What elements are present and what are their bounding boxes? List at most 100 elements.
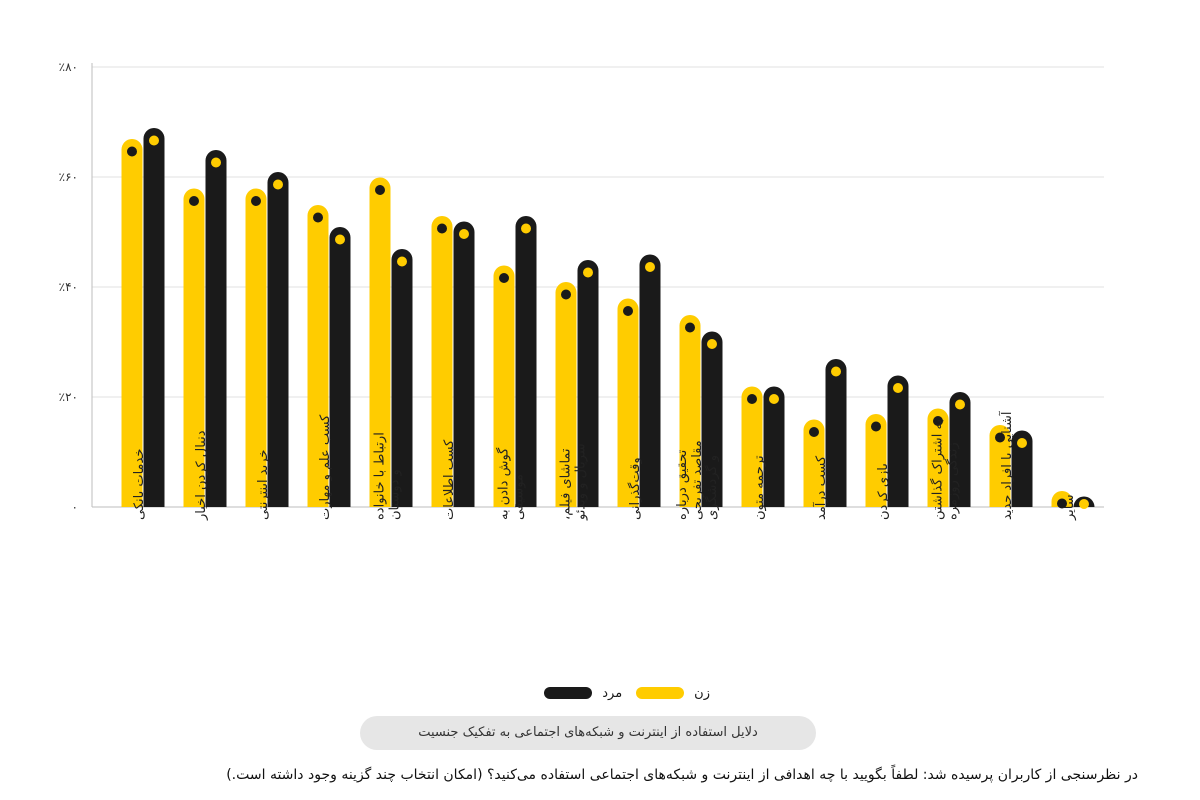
- bar-marker-men: [521, 223, 531, 234]
- y-tick-label: ٪۴۰: [59, 280, 78, 294]
- category-label: خرید اینترنتی: [256, 450, 271, 520]
- bar-marker-men: [273, 179, 283, 190]
- bar-marker-women: [623, 306, 633, 316]
- bar-marker-men: [1017, 438, 1027, 448]
- category-label: خدمات بانکی: [132, 449, 147, 520]
- category-label-line: وقت‌گذرانی: [627, 457, 643, 520]
- category-label-line: به اشتراک گذاشتن: [930, 419, 946, 520]
- grouped-bar-chart: ۰ ٪۲۰ ٪۴۰ ٪۶۰ ٪۸۰ خدمات بانکی دنبال کردن اخبا…: [59, 60, 1104, 521]
- category-label-line: تحقیق درباره: [675, 449, 690, 520]
- bar-marker-women: [933, 416, 943, 426]
- category-label-line: موسیقی: [512, 474, 527, 520]
- y-tick-label: ۰: [72, 500, 78, 514]
- bar-marker-men: [1079, 499, 1089, 509]
- category-label-line: و گردشگری: [704, 455, 720, 520]
- bar-women: [493, 265, 515, 507]
- bar-marker-women: [809, 427, 819, 437]
- bar-women: [245, 188, 267, 507]
- category-label: کسب اطلاعات: [442, 439, 457, 520]
- bar-women: [865, 414, 887, 507]
- bar-marker-men: [955, 399, 965, 410]
- bar-marker-men: [149, 135, 159, 146]
- bar-marker-men: [211, 157, 221, 168]
- bar-marker-men: [459, 229, 469, 239]
- category-label: تحقیق درباره مقاصد تفریحی و گردشگری: [675, 440, 720, 520]
- y-tick-label: ٪۸۰: [59, 60, 78, 74]
- bar-marker-women: [871, 421, 881, 432]
- category-label: به اشتراک گذاشتن زندگی روزمره: [930, 419, 961, 520]
- category-label: سایر: [1062, 494, 1077, 521]
- category-label-line: سریال و ویدئو: [574, 443, 589, 521]
- category-label: گوش دادن به موسیقی: [496, 447, 527, 520]
- bar-men: [949, 392, 971, 507]
- legend-label-women: زن: [694, 685, 710, 701]
- bars: [121, 128, 1095, 509]
- bar-men: [143, 128, 165, 507]
- bar-men: [763, 386, 785, 507]
- bar-men: [825, 359, 847, 507]
- category-label-line: کسب درآمد: [812, 455, 829, 520]
- category-label-line: کسب علم و مهارت: [318, 414, 333, 520]
- bar-marker-men: [397, 256, 407, 267]
- bar-men: [391, 249, 413, 508]
- category-label-line: خرید اینترنتی: [256, 450, 271, 520]
- bar-marker-women: [561, 289, 571, 300]
- bar-men: [453, 221, 475, 507]
- bar-men: [1011, 430, 1033, 507]
- bar-women: [741, 386, 763, 507]
- category-label-line: آشنایی با افراد جدید: [998, 410, 1015, 520]
- category-label-line: دنبال کردن اخبار: [194, 430, 209, 521]
- category-label: تماشای فیلم، سریال و ویدئو: [559, 443, 589, 521]
- category-label-line: مقاصد تفریحی: [690, 440, 705, 520]
- chart-caption: دلایل استفاده از اینترنت و شبکه‌های اجتم…: [360, 716, 816, 750]
- y-tick-label: ٪۲۰: [59, 390, 78, 404]
- bar-marker-women: [375, 185, 385, 195]
- bar-marker-men: [645, 262, 655, 272]
- category-label: ارتباط با خانواده و دوستان: [373, 432, 403, 520]
- bar-men: [577, 260, 599, 507]
- bar-marker-women: [437, 223, 447, 234]
- bar-men: [329, 227, 351, 507]
- bar-marker-women: [685, 322, 695, 333]
- bar-marker-women: [499, 273, 509, 283]
- category-label: وقت‌گذرانی: [627, 457, 643, 520]
- category-label-line: ترجمه متون: [752, 455, 767, 520]
- bar-women: [369, 177, 391, 507]
- category-label-line: زندگی روزمره: [945, 442, 961, 520]
- bar-women: [555, 282, 577, 507]
- bar-women: [989, 425, 1011, 507]
- bar-women: [183, 188, 205, 507]
- bar-marker-men: [335, 234, 345, 245]
- bar-women: [927, 408, 949, 507]
- bar-marker-women: [127, 146, 137, 157]
- category-labels: خدمات بانکی دنبال کردن اخبار خرید اینترنتی…: [132, 410, 1077, 521]
- bar-marker-women: [995, 432, 1005, 443]
- category-label: بازی کردن: [876, 463, 891, 520]
- category-label: کسب علم و مهارت: [318, 414, 333, 520]
- bar-women: [679, 315, 701, 507]
- y-tick-label: ٪۶۰: [59, 170, 78, 184]
- category-label-line: خدمات بانکی: [132, 449, 147, 520]
- bar-marker-women: [313, 212, 323, 223]
- bar-men: [887, 375, 909, 507]
- category-label: آشنایی با افراد جدید: [998, 410, 1015, 520]
- bar-marker-men: [583, 267, 593, 278]
- bar-marker-women: [251, 196, 261, 206]
- bar-men: [515, 216, 537, 507]
- category-label-line: و دوستان: [388, 469, 403, 520]
- bar-women: [431, 216, 453, 507]
- bar-women: [121, 139, 143, 507]
- bar-marker-women: [747, 394, 757, 404]
- bar-marker-women: [189, 196, 199, 206]
- legend: زن مرد: [470, 682, 710, 704]
- bar-men: [267, 172, 289, 507]
- category-label: ترجمه متون: [752, 455, 767, 520]
- bar-men: [639, 254, 661, 507]
- bar-men: [701, 331, 723, 507]
- bar-women: [803, 419, 825, 507]
- category-label-line: سایر: [1062, 494, 1077, 521]
- category-label: کسب درآمد: [812, 455, 829, 520]
- bar-women: [617, 298, 639, 507]
- bar-marker-men: [769, 394, 779, 404]
- bar-women: [307, 205, 329, 507]
